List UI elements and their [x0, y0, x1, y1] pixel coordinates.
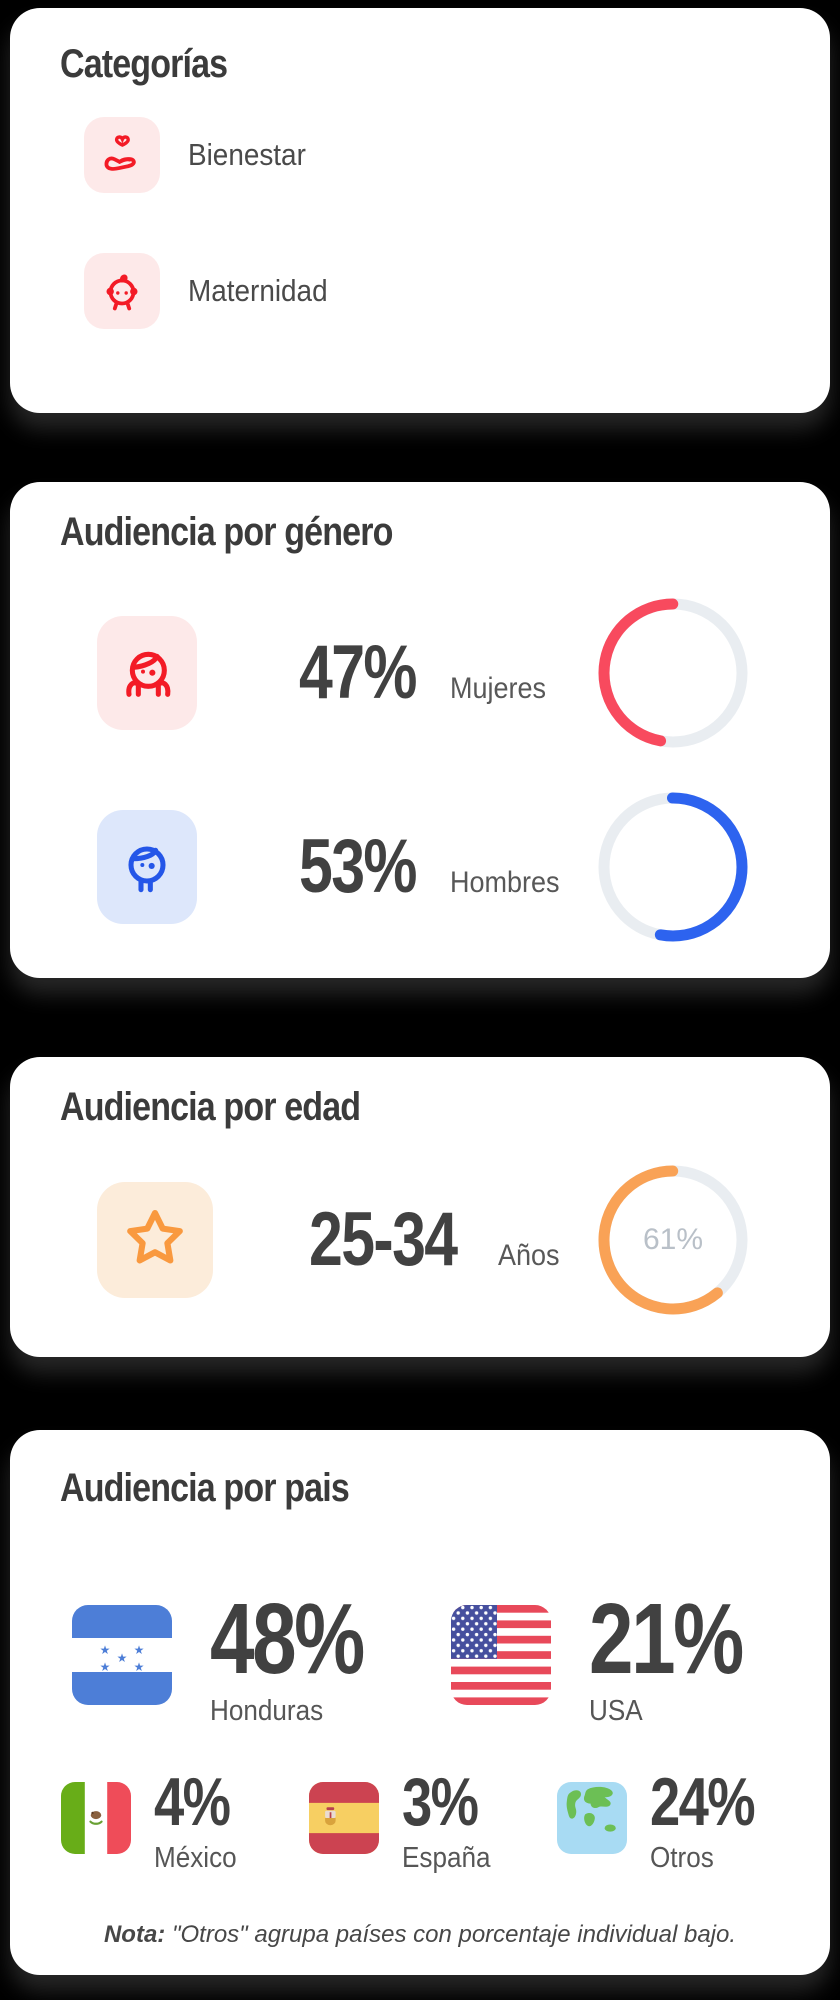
- svg-text:★: ★: [117, 1651, 128, 1665]
- svg-text:★: ★: [134, 1660, 145, 1674]
- usa-percent: 21%: [588, 1583, 744, 1695]
- category-label: Bienestar: [188, 137, 306, 172]
- world-map-flag: [556, 1782, 627, 1854]
- usa-flag: [450, 1605, 551, 1705]
- otros-percent: 24%: [649, 1764, 756, 1840]
- men-label: Hombres: [449, 865, 560, 899]
- country-card: Audiencia por pais ★ ★ ★ ★ ★: [10, 1430, 830, 1975]
- age-label: Años: [497, 1238, 560, 1272]
- girl-icon: [97, 616, 197, 730]
- men-ring-arc: [598, 792, 748, 942]
- women-label: Mujeres: [449, 671, 546, 705]
- country-cell-espana: 3% España: [309, 1768, 556, 1875]
- gender-row-men: 53% Hombres: [97, 787, 780, 947]
- category-item-bienestar: Bienestar: [84, 117, 780, 193]
- boy-icon: [97, 810, 197, 924]
- country-cell-honduras: ★ ★ ★ ★ ★ 48% Honduras: [72, 1589, 451, 1728]
- baby-icon: [84, 253, 160, 329]
- gender-row-women: 47% Mujeres: [97, 593, 780, 753]
- men-percent: 53%: [299, 823, 418, 909]
- note-text: "Otros" agrupa países con porcentaje ind…: [165, 1921, 737, 1948]
- gender-title: Audiencia por género: [60, 510, 393, 554]
- country-cell-otros: 24% Otros: [556, 1764, 780, 1875]
- country-row-large: ★ ★ ★ ★ ★ 48% Honduras: [72, 1589, 780, 1728]
- mexico-flag: [61, 1782, 131, 1854]
- country-note: Nota: "Otros" agrupa países con porcenta…: [60, 1921, 780, 1949]
- country-cell-mexico: 4% México: [61, 1768, 309, 1875]
- gender-card: Audiencia por género 47% Mujeres: [10, 482, 830, 978]
- otros-label: Otros: [649, 1842, 714, 1874]
- mexico-label: México: [154, 1842, 237, 1874]
- age-row: 25-34 Años 61%: [97, 1160, 780, 1320]
- category-item-maternidad: Maternidad: [84, 253, 780, 329]
- country-title: Audiencia por pais: [60, 1466, 350, 1510]
- category-label: Maternidad: [188, 273, 328, 308]
- svg-text:★: ★: [100, 1643, 111, 1657]
- svg-text:★: ★: [134, 1643, 145, 1657]
- espana-percent: 3%: [402, 1764, 479, 1840]
- age-card: Audiencia por edad 25-34 Años 61%: [10, 1057, 830, 1357]
- women-ring-arc: [598, 598, 748, 748]
- spain-flag: [309, 1782, 380, 1854]
- women-progress-ring: [593, 593, 753, 753]
- honduras-label: Honduras: [210, 1695, 324, 1727]
- age-ring-arc: [598, 1165, 748, 1315]
- age-ring-value: 61%: [642, 1223, 704, 1256]
- usa-label: USA: [588, 1695, 643, 1727]
- age-title: Audiencia por edad: [60, 1085, 361, 1129]
- svg-text:★: ★: [100, 1660, 111, 1674]
- star-icon: [97, 1182, 213, 1298]
- note-prefix: Nota:: [103, 1921, 166, 1948]
- categories-title: Categorías: [60, 42, 228, 86]
- age-progress-ring: 61%: [593, 1160, 753, 1320]
- women-percent: 47%: [299, 629, 418, 715]
- hand-heart-icon: [84, 117, 160, 193]
- men-progress-ring: [593, 787, 753, 947]
- honduras-flag: ★ ★ ★ ★ ★: [72, 1605, 172, 1705]
- categories-card: Categorías Bienestar: [10, 8, 830, 413]
- country-row-small: 4% México 3%: [61, 1768, 780, 1875]
- honduras-percent: 48%: [210, 1583, 365, 1695]
- mexico-percent: 4%: [154, 1764, 231, 1840]
- age-range: 25-34: [309, 1196, 458, 1282]
- country-cell-usa: 21% USA: [450, 1583, 780, 1728]
- espana-label: España: [402, 1842, 491, 1874]
